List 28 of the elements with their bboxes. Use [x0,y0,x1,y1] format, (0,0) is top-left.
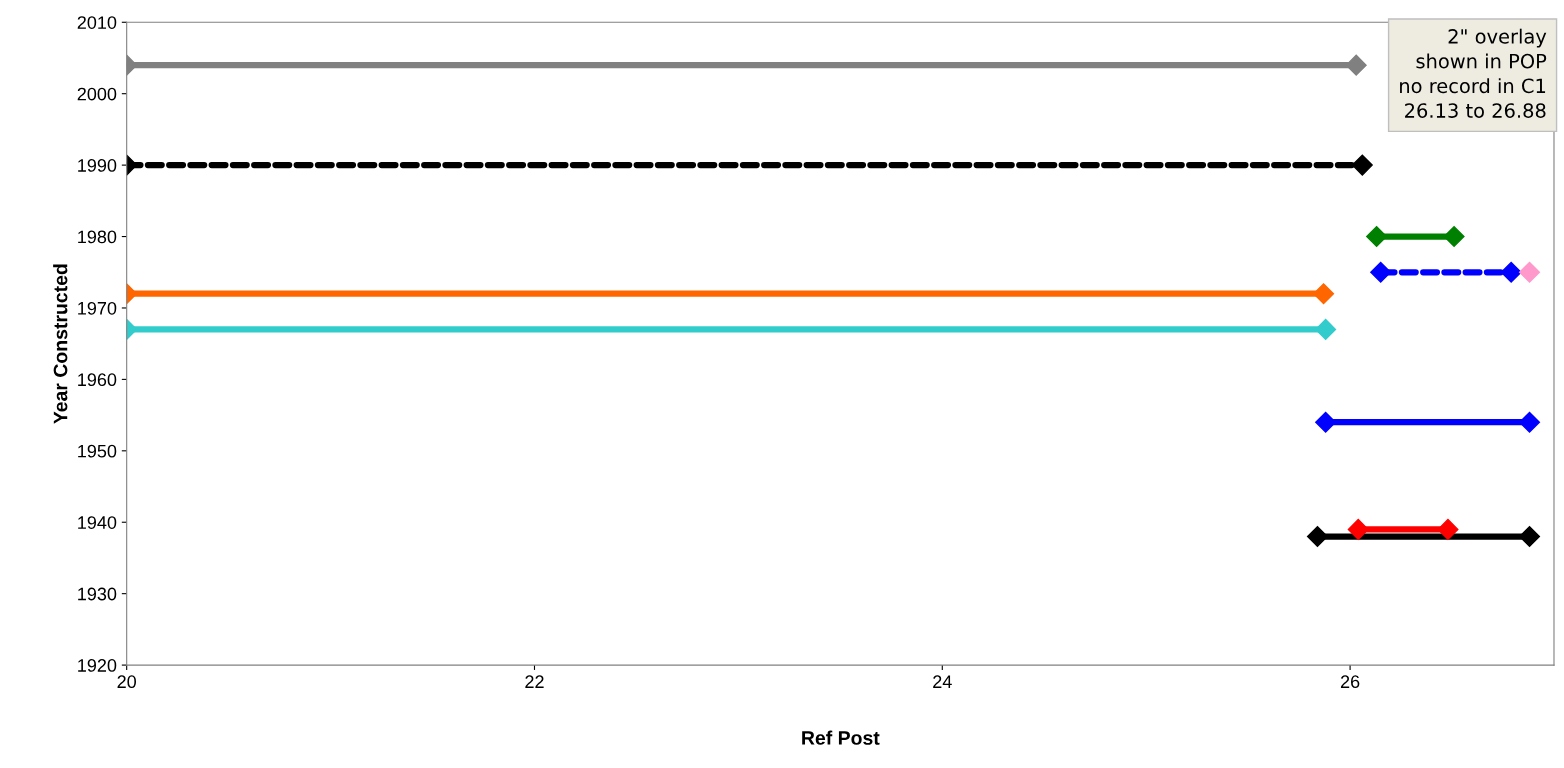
y-tick-label: 1930 [78,587,117,601]
point [1347,518,1369,540]
x-tick-label: 26 [1340,675,1360,689]
point [1437,518,1459,540]
annotation: 2" overlay shown in POP no record in C1 26.13 to 26.88 [1400,28,1547,118]
x-axis-title: Ref Post [802,730,880,745]
y-tick-label: 2000 [77,87,117,101]
y-tick-label: 1950 [78,444,117,458]
x-tick-label: 20 [117,675,137,689]
point [1519,411,1541,433]
point [1366,226,1388,248]
y-tick-label: 1960 [78,373,117,387]
point [1519,526,1541,548]
point [1500,261,1522,283]
point [1306,526,1328,548]
point [1315,411,1337,433]
x-tick-label: 24 [933,675,952,688]
y-tick-label: 1940 [78,516,117,529]
y-tick-label: 1970 [78,301,117,315]
y-axis-title: Year Constructed [53,264,68,424]
point [1370,261,1392,283]
y-tick-label: 1920 [78,659,117,672]
point [1443,226,1465,248]
x-tick-label: 22 [525,675,544,688]
y-tick-label: 2010 [77,16,117,29]
y-tick-label: 1980 [78,230,117,244]
point [1519,261,1541,283]
y-tick-label: 1990 [78,159,117,172]
